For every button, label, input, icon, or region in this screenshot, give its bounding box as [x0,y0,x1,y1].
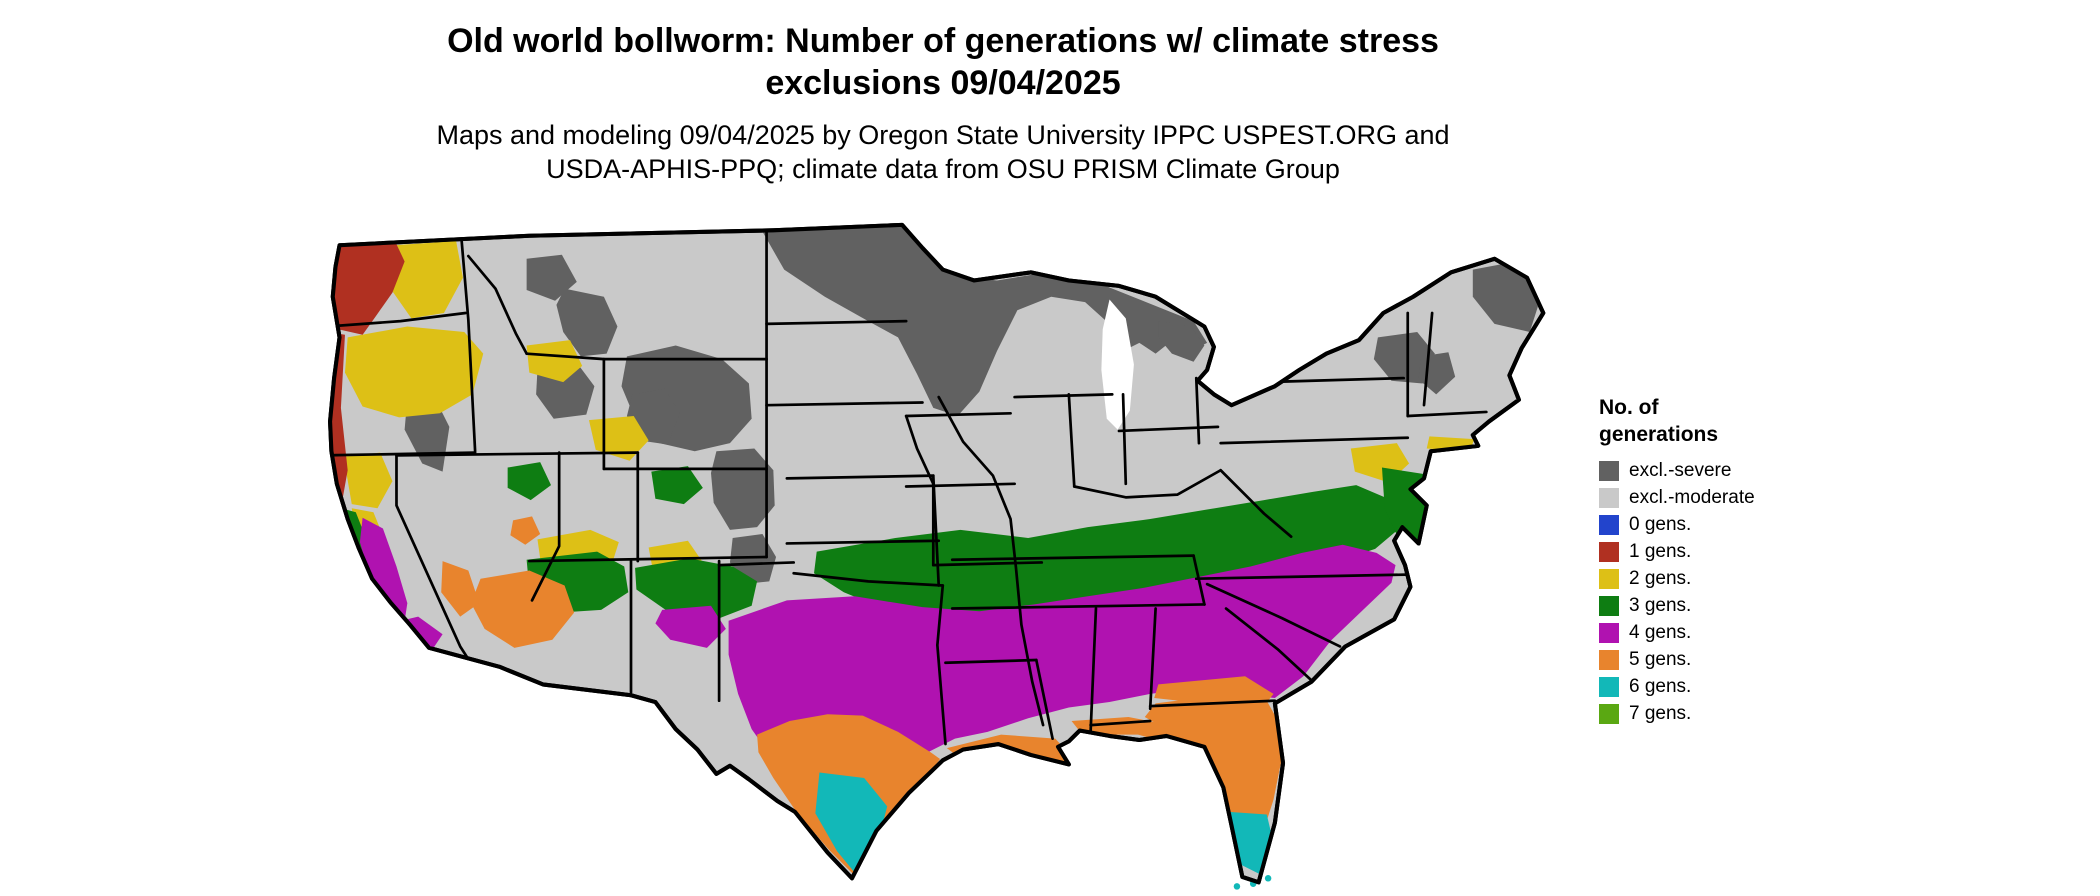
legend-label: 1 gens. [1629,540,1692,562]
legend-swatch [1599,514,1619,535]
legend-label: excl.-moderate [1629,486,1755,508]
legend-title-line1: No. of [1599,396,1659,419]
legend-label: 5 gens. [1629,648,1692,670]
legend-swatch [1599,460,1619,481]
us-outline [328,222,1546,885]
legend-item-0-gens: 0 gens. [1599,511,1755,538]
legend-label: 6 gens. [1629,675,1692,697]
legend-item-excl-moderate: excl.-moderate [1599,484,1755,511]
legend-item-3-gens: 3 gens. [1599,592,1755,619]
legend-swatch [1599,676,1619,697]
florida-keys [1233,875,1272,890]
legend-swatch [1599,595,1619,616]
map-subtitle: Maps and modeling 09/04/2025 by Oregon S… [343,118,1543,186]
legend-swatch [1599,703,1619,724]
us-generations-map [328,222,1546,890]
legend-item-5-gens: 5 gens. [1599,646,1755,673]
map-title-line1: Old world bollworm: Number of generation… [447,22,1439,60]
legend-item-7-gens: 7 gens. [1599,700,1755,727]
legend-swatch [1599,487,1619,508]
legend-label: 7 gens. [1629,702,1692,724]
map-title-line2: exclusions 09/04/2025 [765,64,1121,102]
legend-swatch [1599,568,1619,589]
raster-regions [330,226,1542,875]
legend-swatch [1599,649,1619,670]
legend-item-1-gens: 1 gens. [1599,538,1755,565]
legend-item-6-gens: 6 gens. [1599,673,1755,700]
legend: No. of generations excl.-severe excl.-mo… [1599,394,1755,727]
legend-label: 4 gens. [1629,621,1692,643]
legend-label: 2 gens. [1629,567,1692,589]
legend-label: 3 gens. [1629,594,1692,616]
legend-label: excl.-severe [1629,459,1732,481]
map-subtitle-line1: Maps and modeling 09/04/2025 by Oregon S… [436,120,1450,150]
legend-title-line2: generations [1599,423,1719,446]
legend-swatch [1599,541,1619,562]
map-title: Old world bollworm: Number of generation… [343,20,1543,104]
legend-item-4-gens: 4 gens. [1599,619,1755,646]
lake-michigan [1101,299,1134,430]
legend-swatch [1599,622,1619,643]
legend-item-excl-severe: excl.-severe [1599,457,1755,484]
map-subtitle-line2: USDA-APHIS-PPQ; climate data from OSU PR… [546,154,1340,184]
legend-label: 0 gens. [1629,513,1692,535]
legend-title: No. of generations [1599,394,1755,448]
legend-item-2-gens: 2 gens. [1599,565,1755,592]
